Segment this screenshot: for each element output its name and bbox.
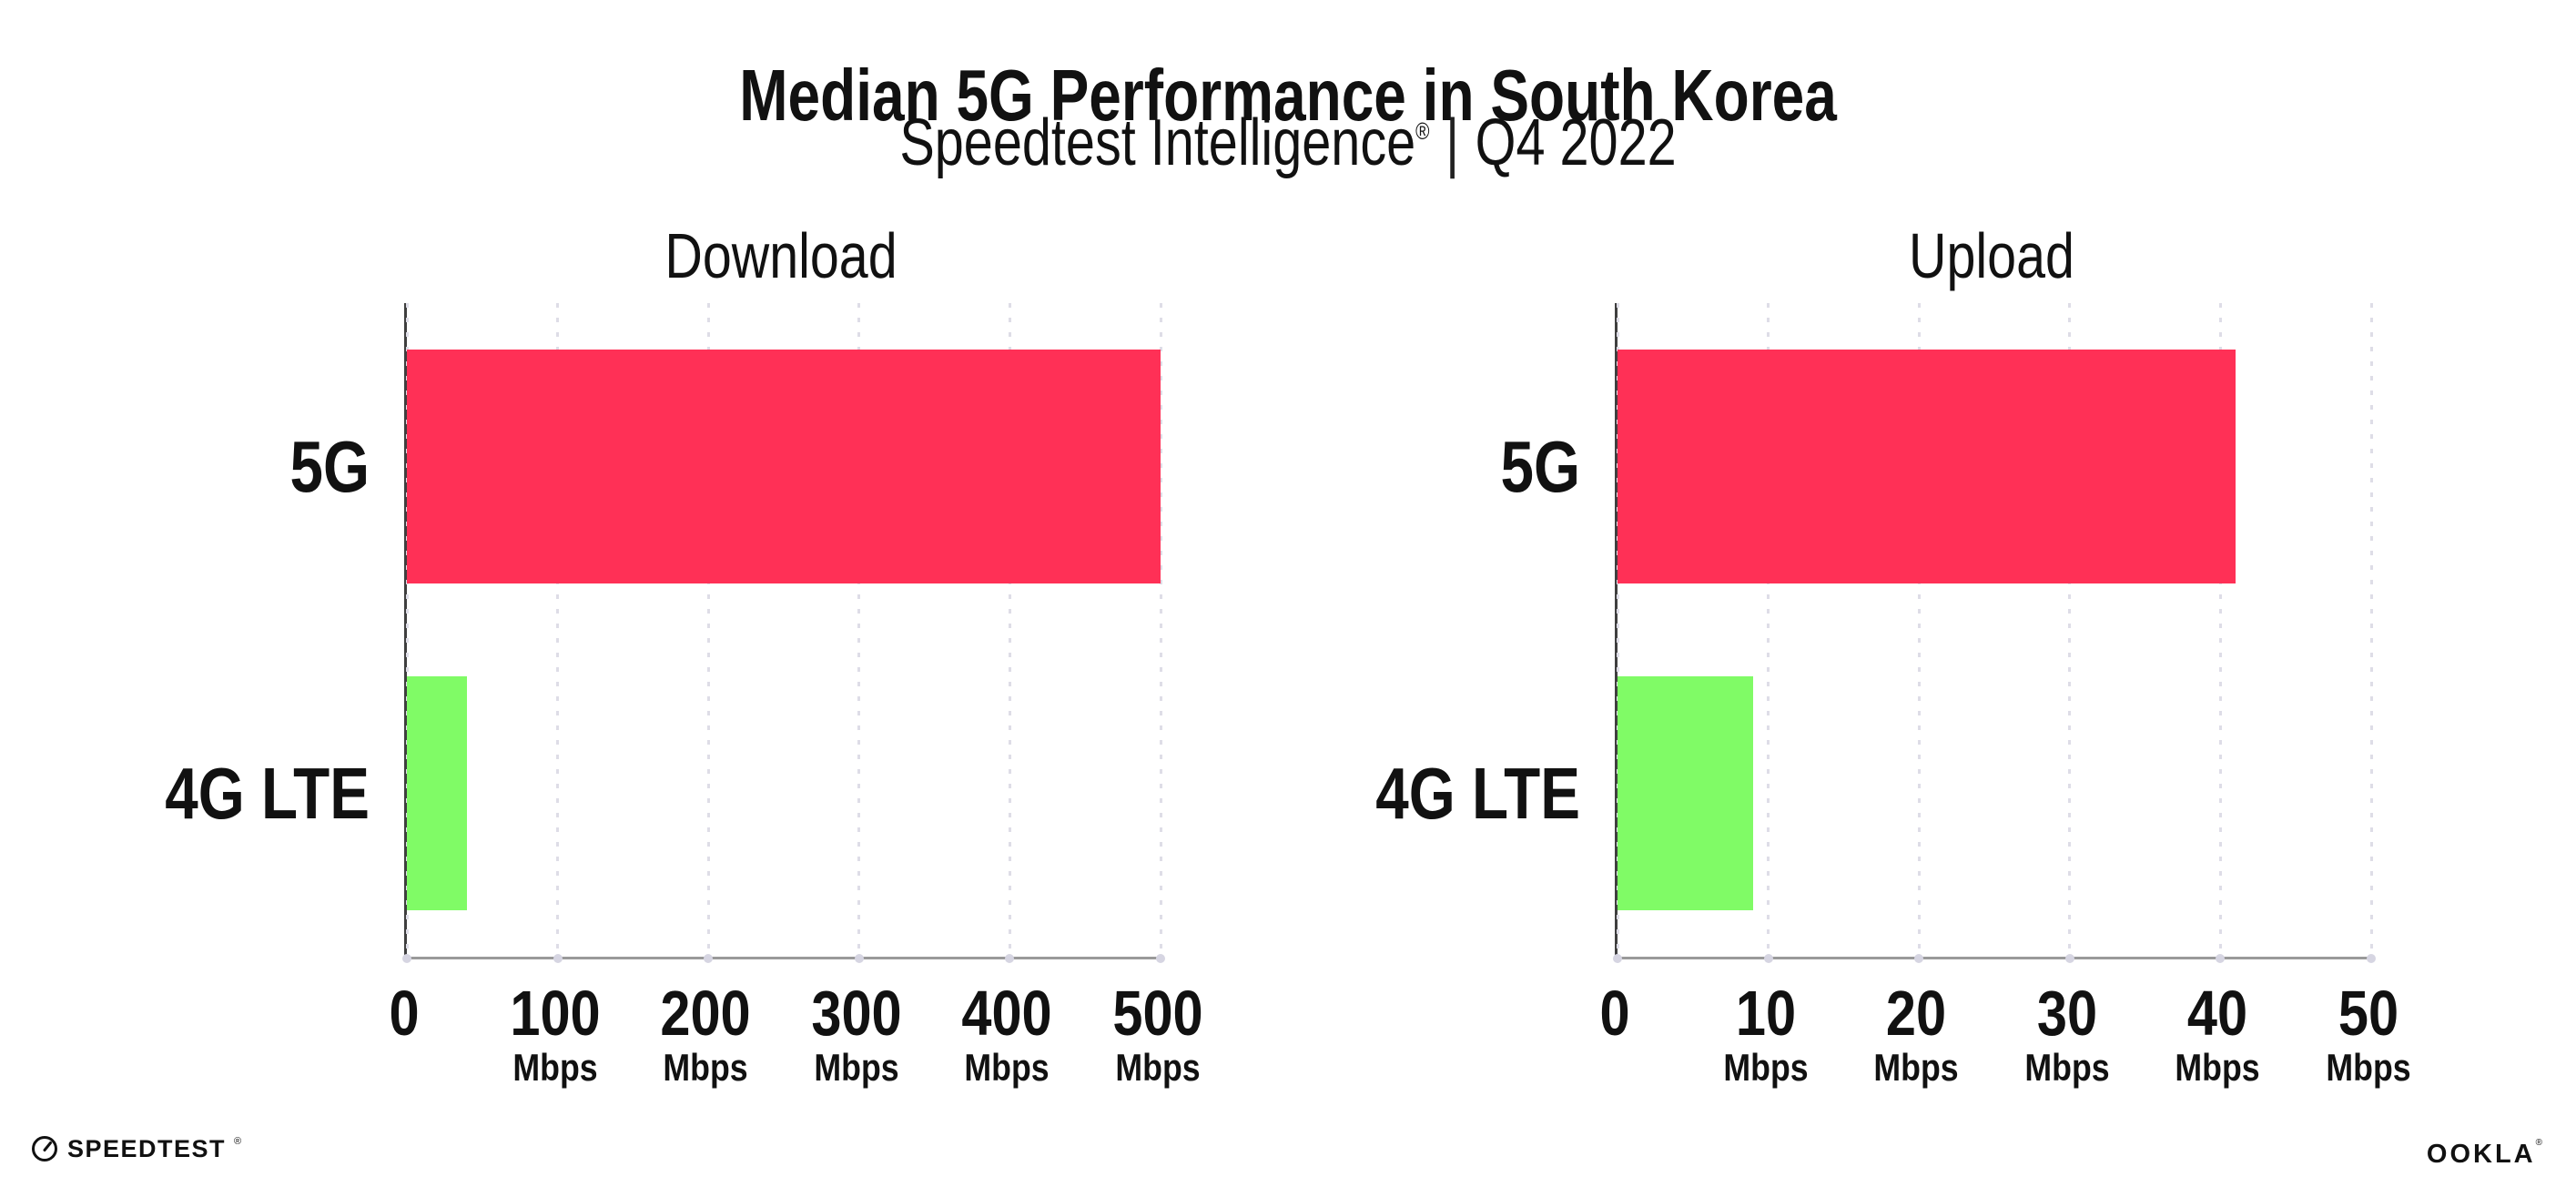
x-tick-unit: Mbps (1115, 1046, 1201, 1089)
x-tick-label: 500 (1112, 978, 1203, 1049)
category-label-4g-lte: 4G LTE (165, 752, 370, 834)
gridline (857, 303, 861, 957)
x-tick-label: 50 (2338, 978, 2399, 1049)
page-title: Median 5G Performance in South Korea (739, 54, 1837, 136)
category-labels: 5G 4G LTE (104, 303, 370, 957)
x-tick-unit: Mbps (512, 1046, 598, 1089)
axis-tick-dot (854, 954, 864, 963)
category-label-5g: 5G (289, 425, 370, 507)
x-tick-label: 10 (1735, 978, 1796, 1049)
axis-tick-dot (1914, 954, 1924, 963)
axis-tick-dot (553, 954, 563, 963)
registered-mark-icon: ® (1415, 117, 1430, 145)
download-chart: Download 5G 4G LTE 0 100 Mbps 200 Mbps 300 Mbps… (104, 209, 1202, 1120)
x-tick-label: 0 (1599, 978, 1630, 1049)
speedtest-gauge-icon (32, 1136, 57, 1161)
gridline (706, 303, 710, 957)
category-label-5g: 5G (1500, 425, 1580, 507)
plot-area (402, 303, 1165, 963)
subtitle-separator: | (1445, 107, 1460, 179)
axis-tick-dot (1763, 954, 1773, 963)
x-tick-label: 30 (2036, 978, 2097, 1049)
axis-tick-dot (1156, 954, 1165, 963)
x-tick-unit: Mbps (964, 1046, 1050, 1089)
axis-tick-dot (402, 954, 411, 963)
axis-tick-dot (2367, 954, 2376, 963)
x-tick-unit: Mbps (1873, 1046, 1959, 1089)
bar-5g-download (407, 350, 1161, 583)
x-tick-unit: Mbps (2326, 1046, 2411, 1089)
gridline (1616, 303, 1619, 957)
speedtest-wordmark: SPEEDTEST (67, 1134, 227, 1162)
speedtest-logo: SPEEDTEST ® (30, 1134, 241, 1163)
x-tick-unit: Mbps (814, 1046, 899, 1089)
bar-4g-lte-download (407, 676, 468, 910)
ookla-wordmark: OOKLA (2426, 1140, 2536, 1169)
gridline (2369, 303, 2373, 957)
x-tick-label: 20 (1886, 978, 1947, 1049)
x-tick-unit: Mbps (1722, 1046, 1809, 1089)
x-tick-unit: Mbps (2175, 1046, 2260, 1089)
chart-title-download: Download (664, 220, 898, 291)
gridline (405, 303, 409, 957)
x-tick-label: 100 (509, 978, 601, 1049)
gridline (556, 303, 560, 957)
x-tick-unit: Mbps (2024, 1046, 2110, 1089)
gridline (1008, 303, 1011, 957)
axis-tick-dot (1613, 954, 1622, 963)
bar-4g-lte-upload (1618, 676, 1754, 910)
axis-tick-dot (2216, 954, 2226, 963)
gridline (2218, 303, 2222, 957)
x-tick-label: 300 (811, 978, 902, 1049)
gridline (1917, 303, 1921, 957)
axis-tick-dot (2064, 954, 2074, 963)
chart-title-upload: Upload (1909, 220, 2074, 291)
x-axis-ticks: 0 100 Mbps 200 Mbps 300 Mbps 400 Mbps 500 Mbps (389, 957, 1202, 1111)
x-tick-label: 400 (961, 978, 1053, 1049)
subtitle-brand: Speedtest Intelligence (899, 107, 1416, 179)
gridline (1767, 303, 1770, 957)
bar-5g-upload (1618, 350, 2236, 583)
x-tick-label: 40 (2187, 978, 2248, 1049)
ookla-logo: OOKLA ® (2426, 1138, 2542, 1170)
upload-chart: Upload 5G 4G LTE 0 10 Mbps 20 Mbps 30 Mbps 40 Mbp… (1314, 209, 2410, 1120)
x-axis-ticks: 0 10 Mbps 20 Mbps 30 Mbps 40 Mbps 50 Mbps (1599, 957, 2410, 1111)
x-tick-label: 200 (660, 978, 751, 1049)
axis-tick-dot (1005, 954, 1015, 963)
gridline (1159, 303, 1162, 957)
gridline (2068, 303, 2072, 957)
subtitle-period: Q4 2022 (1475, 107, 1677, 179)
x-tick-label: 0 (389, 978, 420, 1049)
category-label-4g-lte: 4G LTE (1375, 752, 1580, 834)
plot-area (1613, 303, 2376, 963)
registered-mark-icon: ® (234, 1136, 242, 1147)
category-labels: 5G 4G LTE (1314, 303, 1580, 957)
x-tick-unit: Mbps (663, 1046, 748, 1089)
page-subtitle: Speedtest Intelligence® | Q4 2022 (258, 89, 2318, 185)
axis-tick-dot (704, 954, 714, 963)
registered-mark-icon: ® (2535, 1138, 2542, 1148)
